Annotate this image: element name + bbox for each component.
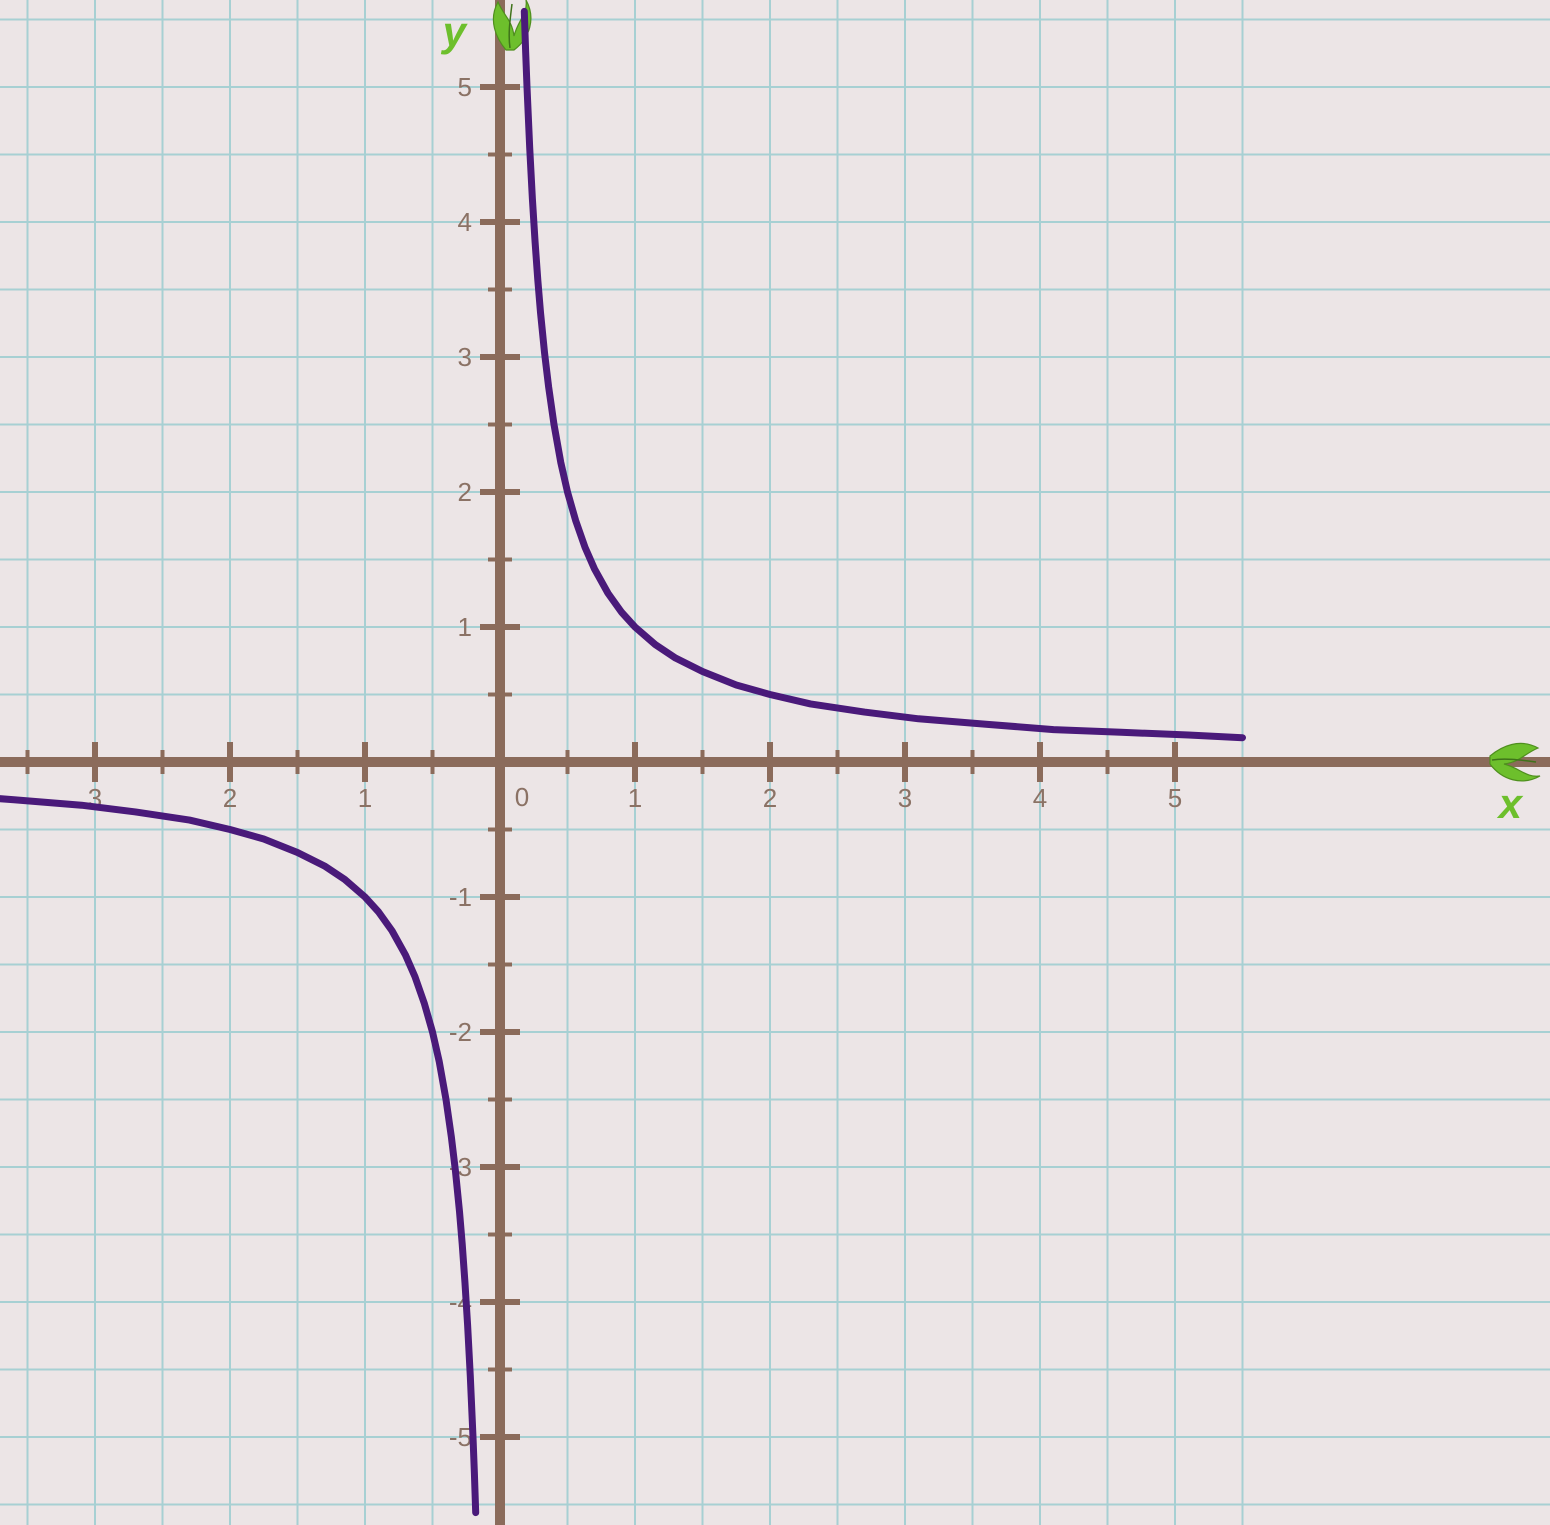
y-axis-label: y	[441, 8, 469, 55]
x-axis-label: x	[1497, 780, 1524, 827]
origin-label: 0	[515, 782, 529, 812]
x-tick-label: 5	[1168, 783, 1182, 813]
y-tick-label: 3	[458, 342, 472, 372]
y-tick-label: -1	[449, 882, 472, 912]
y-tick-label: 1	[458, 612, 472, 642]
x-tick-label: 4	[1033, 783, 1047, 813]
coordinate-plane-chart: 3211234554321-1-2-3-4-50yx	[0, 0, 1550, 1525]
x-tick-label: 1	[358, 783, 372, 813]
y-tick-label: -2	[449, 1017, 472, 1047]
x-tick-label: 2	[763, 783, 777, 813]
y-tick-label: 5	[458, 72, 472, 102]
y-tick-label: 4	[458, 207, 472, 237]
x-tick-label: 2	[223, 783, 237, 813]
y-tick-label: -5	[449, 1422, 472, 1452]
x-tick-label: 3	[898, 783, 912, 813]
y-tick-label: 2	[458, 477, 472, 507]
chart-svg: 3211234554321-1-2-3-4-50yx	[0, 0, 1550, 1525]
x-tick-label: 1	[628, 783, 642, 813]
